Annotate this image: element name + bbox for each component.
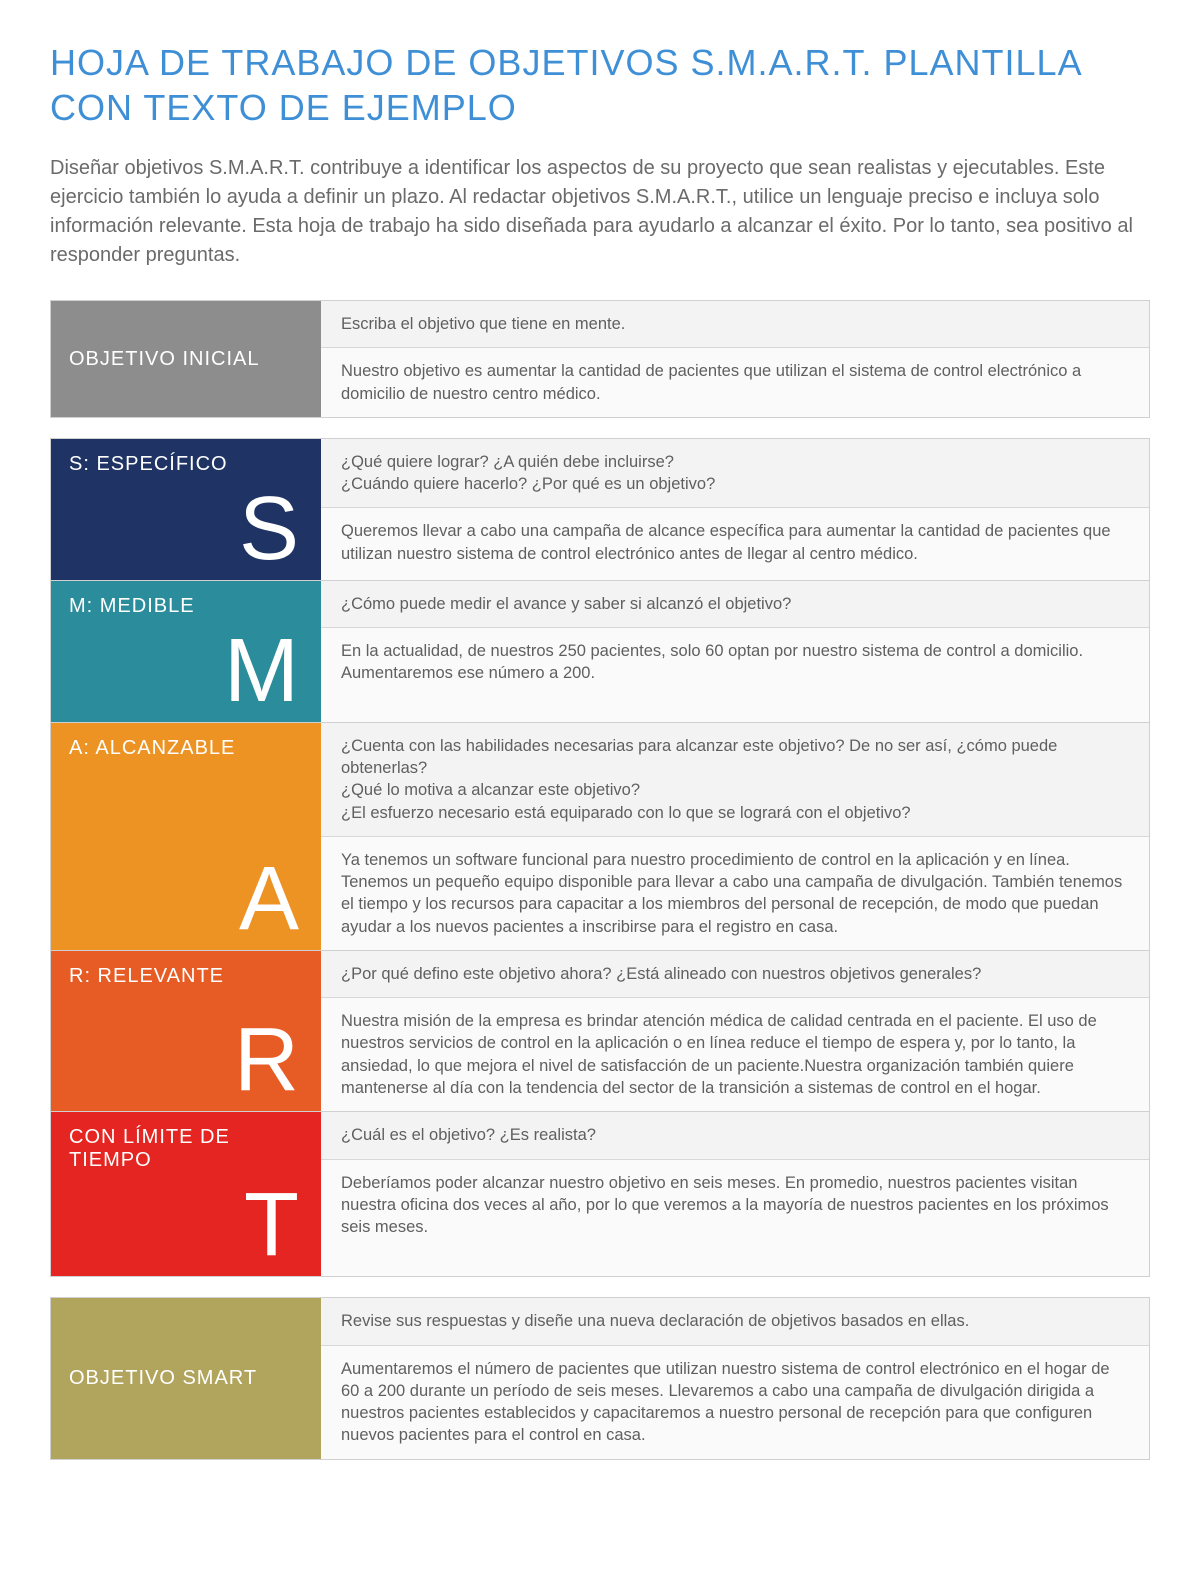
r-prompt: ¿Por qué defino este objetivo ahora? ¿Es… xyxy=(321,951,1149,998)
row-relevant: R: RELEVANTE R ¿Por qué defino este obje… xyxy=(51,950,1149,1111)
final-prompt: Revise sus respuestas y diseñe una nueva… xyxy=(321,1298,1149,1345)
s-title: S: ESPECÍFICO xyxy=(51,439,321,484)
initial-objective-block: OBJETIVO INICIAL Escriba el objetivo que… xyxy=(50,300,1150,418)
t-prompt: ¿Cuál es el objetivo? ¿Es realista? xyxy=(321,1112,1149,1159)
initial-label: OBJETIVO INICIAL xyxy=(51,315,321,403)
r-title: R: RELEVANTE xyxy=(51,951,321,996)
intro-paragraph: Diseñar objetivos S.M.A.R.T. contribuye … xyxy=(50,154,1150,270)
m-answer: En la actualidad, de nuestros 250 pacien… xyxy=(321,628,1149,722)
s-letter: S xyxy=(51,484,321,580)
initial-prompt: Escriba el objetivo que tiene en mente. xyxy=(321,301,1149,348)
a-prompt: ¿Cuenta con las habilidades necesarias p… xyxy=(321,723,1149,837)
s-prompt: ¿Qué quiere lograr? ¿A quién debe inclui… xyxy=(321,439,1149,509)
r-answer: Nuestra misión de la empresa es brindar … xyxy=(321,998,1149,1111)
smart-objective-block: OBJETIVO SMART Revise sus respuestas y d… xyxy=(50,1297,1150,1459)
a-letter: A xyxy=(51,854,321,950)
initial-label-cell: OBJETIVO INICIAL xyxy=(51,301,321,417)
m-letter: M xyxy=(51,626,321,722)
row-specific: S: ESPECÍFICO S ¿Qué quiere lograr? ¿A q… xyxy=(51,439,1149,580)
r-letter: R xyxy=(51,1015,321,1111)
page-title: HOJA DE TRABAJO DE OBJETIVOS S.M.A.R.T. … xyxy=(50,40,1150,130)
final-label-cell: OBJETIVO SMART xyxy=(51,1298,321,1458)
m-title: M: MEDIBLE xyxy=(51,581,321,626)
final-label: OBJETIVO SMART xyxy=(51,1324,321,1432)
row-measurable: M: MEDIBLE M ¿Cómo puede medir el avance… xyxy=(51,580,1149,722)
s-answer: Queremos llevar a cabo una campaña de al… xyxy=(321,508,1149,579)
row-achievable: A: ALCANZABLE A ¿Cuenta con las habilida… xyxy=(51,722,1149,950)
t-title: CON LÍMITE DE TIEMPO xyxy=(51,1112,321,1180)
initial-answer: Nuestro objetivo es aumentar la cantidad… xyxy=(321,348,1149,417)
row-timebound: CON LÍMITE DE TIEMPO T ¿Cuál es el objet… xyxy=(51,1111,1149,1276)
a-answer: Ya tenemos un software funcional para nu… xyxy=(321,837,1149,950)
t-answer: Deberíamos poder alcanzar nuestro objeti… xyxy=(321,1160,1149,1277)
smart-letters-block: S: ESPECÍFICO S ¿Qué quiere lograr? ¿A q… xyxy=(50,438,1150,1277)
m-prompt: ¿Cómo puede medir el avance y saber si a… xyxy=(321,581,1149,628)
a-title: A: ALCANZABLE xyxy=(51,723,321,768)
t-letter: T xyxy=(51,1180,321,1276)
final-answer: Aumentaremos el número de pacientes que … xyxy=(321,1346,1149,1459)
